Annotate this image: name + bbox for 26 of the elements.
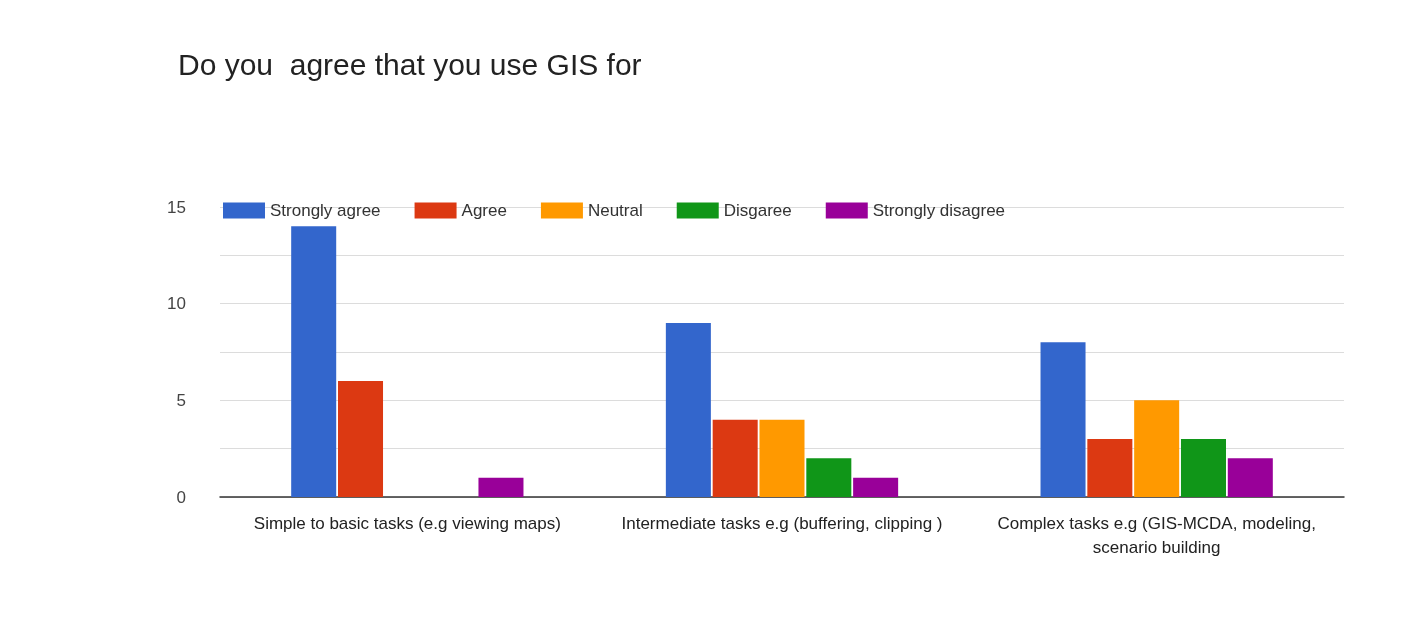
legend-label: Strongly agree — [270, 201, 381, 220]
chart-title: Do you agree that you use GIS for — [178, 47, 642, 81]
x-tick-label: Complex tasks e.g (GIS-MCDA, modeling,scenario building — [997, 513, 1316, 557]
bar — [1134, 400, 1180, 497]
bar — [338, 381, 384, 497]
x-tick-label: Simple to basic tasks (e.g viewing maps) — [253, 513, 561, 533]
bar — [478, 477, 524, 497]
bar — [291, 226, 337, 497]
y-tick-label: 0 — [176, 487, 186, 507]
bar — [1180, 439, 1226, 497]
x-tick-label: Intermediate tasks e.g (buffering, clipping ) — [621, 513, 943, 533]
bar — [806, 458, 852, 497]
legend-label: Strongly disagree — [872, 201, 1006, 220]
bar — [1227, 458, 1273, 497]
bar — [853, 477, 899, 497]
y-tick-label: 15 — [167, 197, 186, 217]
bar — [665, 323, 711, 497]
legend-label: Disgaree — [723, 201, 792, 220]
legend-label: Agree — [461, 201, 507, 220]
bar — [1087, 439, 1133, 497]
bar — [1040, 342, 1086, 497]
y-tick-label: 10 — [167, 294, 186, 314]
y-tick-label: 5 — [176, 390, 186, 410]
bar — [712, 419, 758, 497]
bar — [759, 419, 805, 497]
legend-label: Neutral — [587, 201, 643, 220]
